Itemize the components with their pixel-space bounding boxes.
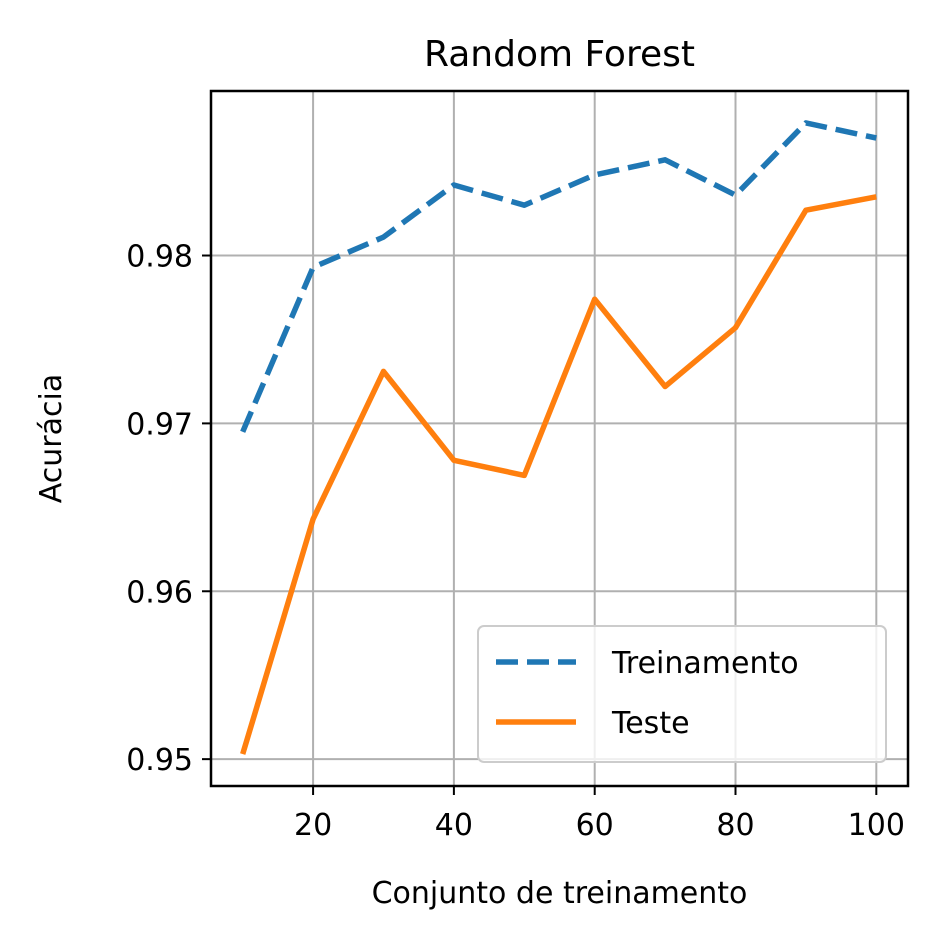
x-axis-title: Conjunto de treinamento bbox=[372, 876, 748, 911]
y-tick-label: 0.95 bbox=[126, 743, 193, 778]
series-line-teste bbox=[240, 194, 877, 755]
chart-title: Random Forest bbox=[424, 34, 695, 75]
x-tick-label: 100 bbox=[848, 808, 905, 843]
y-tick-label: 0.98 bbox=[126, 240, 193, 275]
x-tick-label: 60 bbox=[576, 808, 614, 843]
ticks: 20 40 60 80 100 0.95 0.96 0.97 0.98 bbox=[126, 240, 905, 843]
legend: Treinamento Teste bbox=[477, 625, 887, 763]
series-layer bbox=[240, 120, 877, 755]
series-line-treinamento bbox=[240, 120, 877, 433]
x-tick-label: 40 bbox=[435, 808, 473, 843]
x-tick-label: 20 bbox=[294, 808, 332, 843]
legend-box bbox=[477, 625, 887, 763]
legend-label-treinamento: Treinamento bbox=[611, 646, 799, 681]
x-tick-label: 80 bbox=[716, 808, 754, 843]
y-tick-label: 0.96 bbox=[126, 575, 193, 610]
plot-frame bbox=[209, 89, 910, 788]
legend-label-teste: Teste bbox=[611, 706, 690, 741]
y-tick-label: 0.97 bbox=[126, 407, 193, 442]
y-axis-title: Acurácia bbox=[34, 374, 69, 503]
